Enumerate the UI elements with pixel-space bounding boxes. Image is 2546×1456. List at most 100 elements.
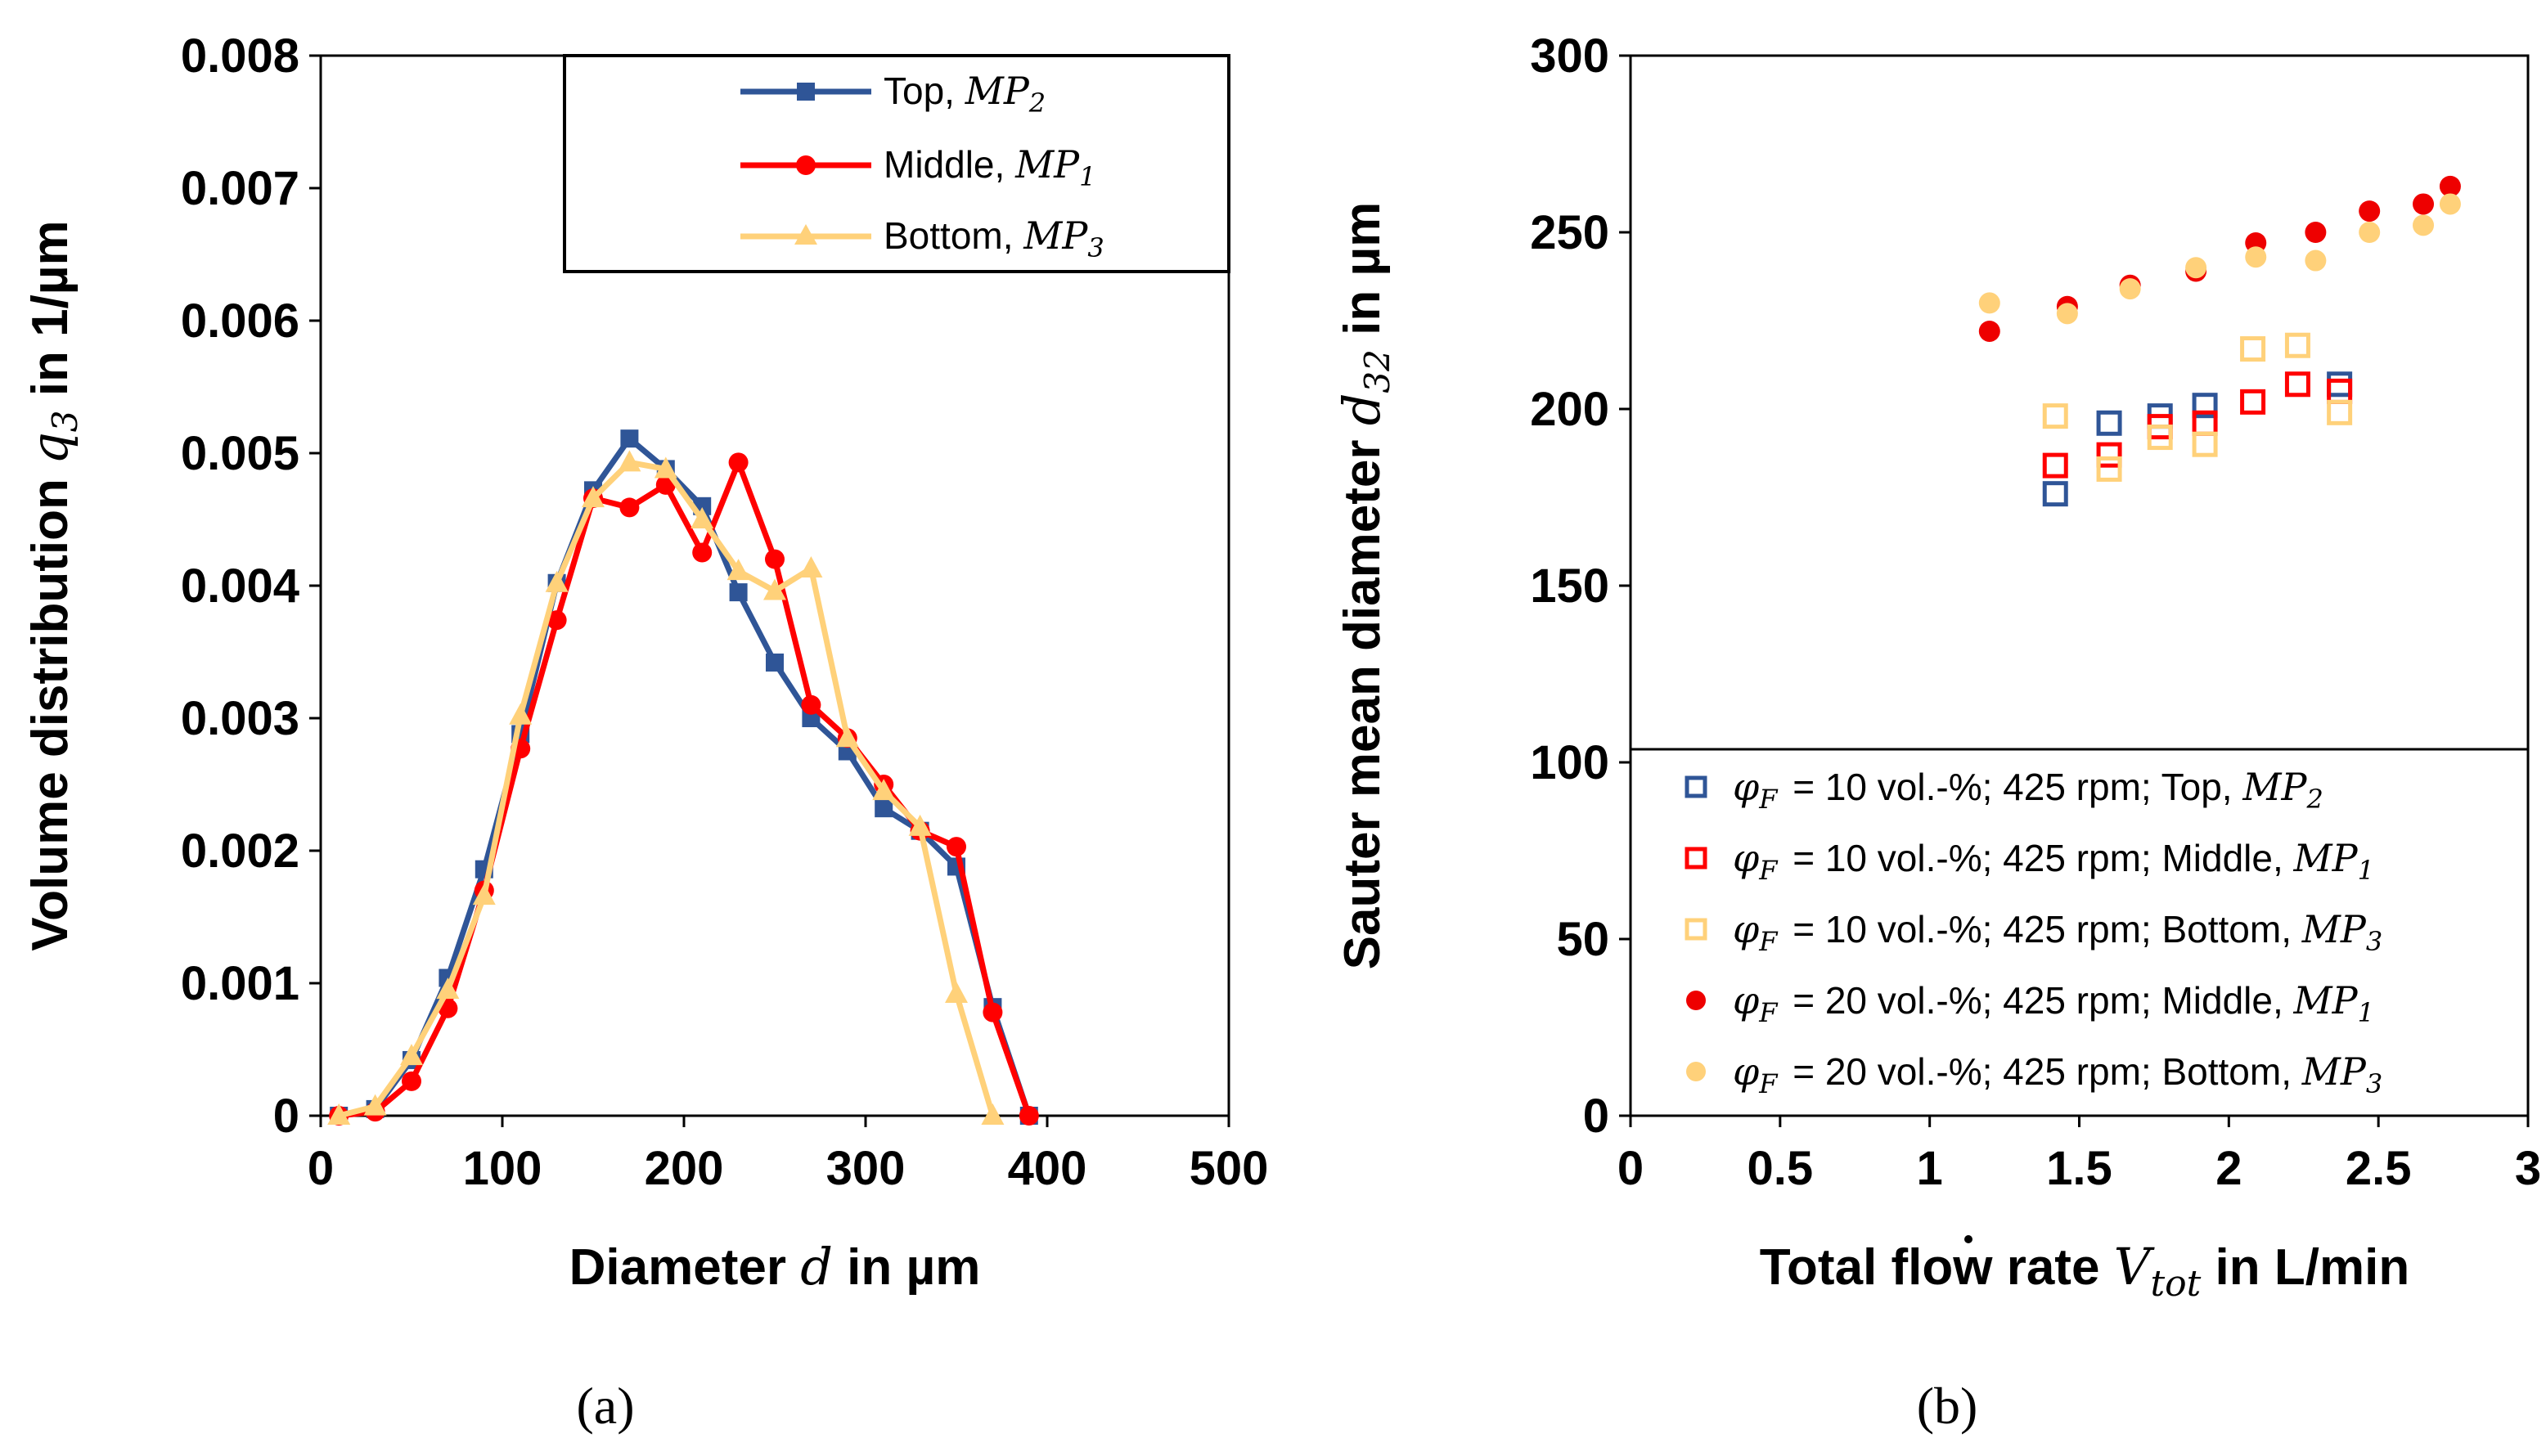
chart-b-y-tick-label: 300: [1530, 29, 1609, 83]
chart-b-point-series-3: [2240, 336, 2266, 362]
chart-b-x-tick-label: 1: [1917, 1142, 1943, 1195]
chart-b-x-tick-label: 0: [1617, 1142, 1644, 1195]
chart-a-point-top: [729, 583, 748, 602]
chart-a-y-tick-label: 0.005: [181, 427, 299, 480]
chart-a-x-tick-label: 100: [463, 1142, 542, 1195]
chart-a-point-middle: [801, 694, 821, 715]
chart-b-legend-marker-2: [1685, 847, 1707, 870]
chart-a-legend-marker-middle: [796, 155, 816, 175]
chart-a-point-bottom: [472, 883, 496, 906]
chart-b-point-series-5: [2439, 193, 2461, 215]
chart-b-point-series-5: [1978, 292, 2000, 314]
chart-a-point-top: [802, 709, 821, 727]
chart-b-legend-entry-4: φF = 20 vol.-%; 425 rpm; Middle, MP1: [1686, 978, 2374, 1028]
chart-b-y-tick-label: 200: [1530, 383, 1609, 436]
chart-b-point-series-3: [2042, 403, 2068, 429]
chart-b-y-tick-label: 50: [1556, 913, 1609, 966]
chart-a-legend-entry-bottom: Bottom, MP3: [740, 213, 1104, 263]
chart-b-x-tick-label: 3: [2515, 1142, 2541, 1195]
chart-b-x-tick-label: 2: [2215, 1142, 2242, 1195]
chart-b-legend-entry-2: φF = 10 vol.-%; 425 rpm; Middle, MP1: [1685, 836, 2374, 886]
chart-b-point-series-4: [2439, 175, 2461, 197]
chart-a-point-middle: [1019, 1106, 1039, 1126]
chart-b-legend-label-4: φF = 20 vol.-%; 425 rpm; Middle, MP1: [1733, 978, 2374, 1028]
chart-a-legend-label-top: Top, MP2: [884, 69, 1046, 119]
chart-a-series-bottom: [327, 450, 1005, 1125]
chart-a-y-tick-label: 0.002: [181, 825, 299, 878]
chart-b-point-series-2: [2240, 389, 2266, 415]
chart-b-point-series-2: [2042, 452, 2068, 479]
chart-b-point-series-5: [2359, 222, 2381, 243]
chart-a-point-middle: [765, 549, 785, 569]
chart-a-point-bottom: [835, 726, 859, 748]
chart-b-x-ticks: 0 0.5 1 1.5 2 2.5 3: [1617, 1116, 2541, 1195]
chart-a-y-ticks: 0 0.001 0.002 0.003 0.004 0.005 0.006 0.007 0.00…: [181, 29, 321, 1143]
chart-b-point-series-1: [2096, 410, 2122, 436]
chart-a-point-middle: [547, 610, 567, 631]
chart-a-x-tick-label: 0: [308, 1142, 334, 1195]
chart-a-point-bottom: [363, 1094, 387, 1116]
chart-b-legend-label-5: φF = 20 vol.-%; 425 rpm; Bottom, MP3: [1733, 1049, 2382, 1099]
chart-b-legend-label-1: φF = 10 vol.-%; 425 rpm; Top, MP2: [1733, 765, 2323, 815]
chart-a-point-top: [620, 429, 639, 448]
chart-b-series: [1978, 175, 2461, 507]
chart-b-legend-marker-4: [1686, 991, 1706, 1010]
chart-a-point-bottom: [726, 559, 750, 581]
chart-b-legend: φF = 10 vol.-%; 425 rpm; Top, MP2 φF = 10…: [1629, 748, 2530, 1117]
chart-b-legend-marker-3: [1685, 918, 1707, 941]
chart-b-legend-marker-5: [1686, 1062, 1706, 1081]
chart-b-x-axis-label-dot: [1964, 1235, 1972, 1243]
chart-a: 0 0.001 0.002 0.003 0.004 0.005 0.006 0.007 0.00…: [20, 29, 1268, 1435]
chart-b-series-3: [2042, 332, 2353, 482]
chart-a-point-top: [766, 653, 784, 672]
chart-b-point-series-3: [2096, 456, 2122, 482]
chart-a-y-tick-label: 0: [273, 1090, 299, 1143]
chart-a-x-tick-label: 200: [645, 1142, 724, 1195]
chart-a-x-tick-label: 500: [1190, 1142, 1269, 1195]
chart-b-legend-entry-5: φF = 20 vol.-%; 425 rpm; Bottom, MP3: [1686, 1049, 2382, 1099]
chart-b-point-series-4: [1978, 320, 2000, 342]
chart-a-x-tick-label: 300: [826, 1142, 906, 1195]
chart-a-point-bottom: [545, 570, 569, 592]
chart-a-series: [327, 429, 1039, 1126]
chart-a-point-bottom: [763, 578, 786, 600]
chart-b-legend-label-2: φF = 10 vol.-%; 425 rpm; Middle, MP1: [1733, 836, 2374, 886]
chart-b-legend-marker-1: [1685, 775, 1707, 798]
chart-a-point-bottom: [945, 981, 968, 1003]
chart-b: 0 50 100 150 200 250 300 0 0.5 1 1.5 2 2.5 3 φF = 10…: [1332, 29, 2541, 1435]
chart-b-y-axis-label: Sauter mean diameter d32 in µm: [1332, 202, 1397, 970]
chart-a-point-bottom: [981, 1103, 1005, 1125]
chart-b-x-axis-label: Total flow rate Vtot in L/min: [1760, 1237, 2409, 1305]
chart-a-legend-box: [563, 54, 1230, 273]
panel-label-b: (b): [1917, 1377, 1978, 1435]
chart-b-point-series-2: [2284, 371, 2310, 398]
chart-a-point-middle: [619, 497, 640, 518]
chart-b-y-tick-label: 150: [1530, 559, 1609, 613]
chart-b-x-tick-label: 0.5: [1748, 1142, 1814, 1195]
chart-a-point-bottom: [690, 507, 714, 528]
chart-b-point-series-3: [2327, 399, 2353, 425]
chart-b-point-series-1: [2192, 393, 2218, 419]
chart-b-point-series-4: [2413, 193, 2435, 215]
chart-b-x-tick-label: 1.5: [2046, 1142, 2112, 1195]
chart-a-point-bottom: [618, 450, 641, 472]
chart-a-point-bottom: [509, 703, 533, 725]
chart-b-y-tick-label: 0: [1583, 1090, 1609, 1143]
chart-a-legend-entry-top: Top, MP2: [740, 69, 1046, 119]
chart-a-point-bottom: [654, 456, 677, 479]
chart-a-point-middle: [947, 837, 966, 857]
chart-b-point-series-5: [2245, 246, 2267, 268]
chart-a-point-middle: [402, 1071, 421, 1091]
chart-a-point-middle: [983, 1002, 1003, 1022]
chart-a-y-axis-label: Volume distribution q3 in 1/µm: [20, 220, 85, 950]
chart-a-legend-marker-bottom: [794, 224, 817, 245]
chart-a-y-tick-label: 0.007: [181, 162, 299, 215]
chart-a-point-bottom: [400, 1044, 423, 1066]
chart-b-legend-entry-1: φF = 10 vol.-%; 425 rpm; Top, MP2: [1685, 765, 2323, 815]
chart-a-legend-label-middle: Middle, MP1: [884, 142, 1096, 192]
chart-b-legend-label-3: φF = 10 vol.-%; 425 rpm; Bottom, MP3: [1733, 907, 2382, 957]
chart-b-legend-entry-3: φF = 10 vol.-%; 425 rpm; Bottom, MP3: [1685, 907, 2382, 957]
chart-b-y-ticks: 0 50 100 150 200 250 300: [1530, 29, 1631, 1143]
chart-b-point-series-5: [2119, 278, 2141, 300]
